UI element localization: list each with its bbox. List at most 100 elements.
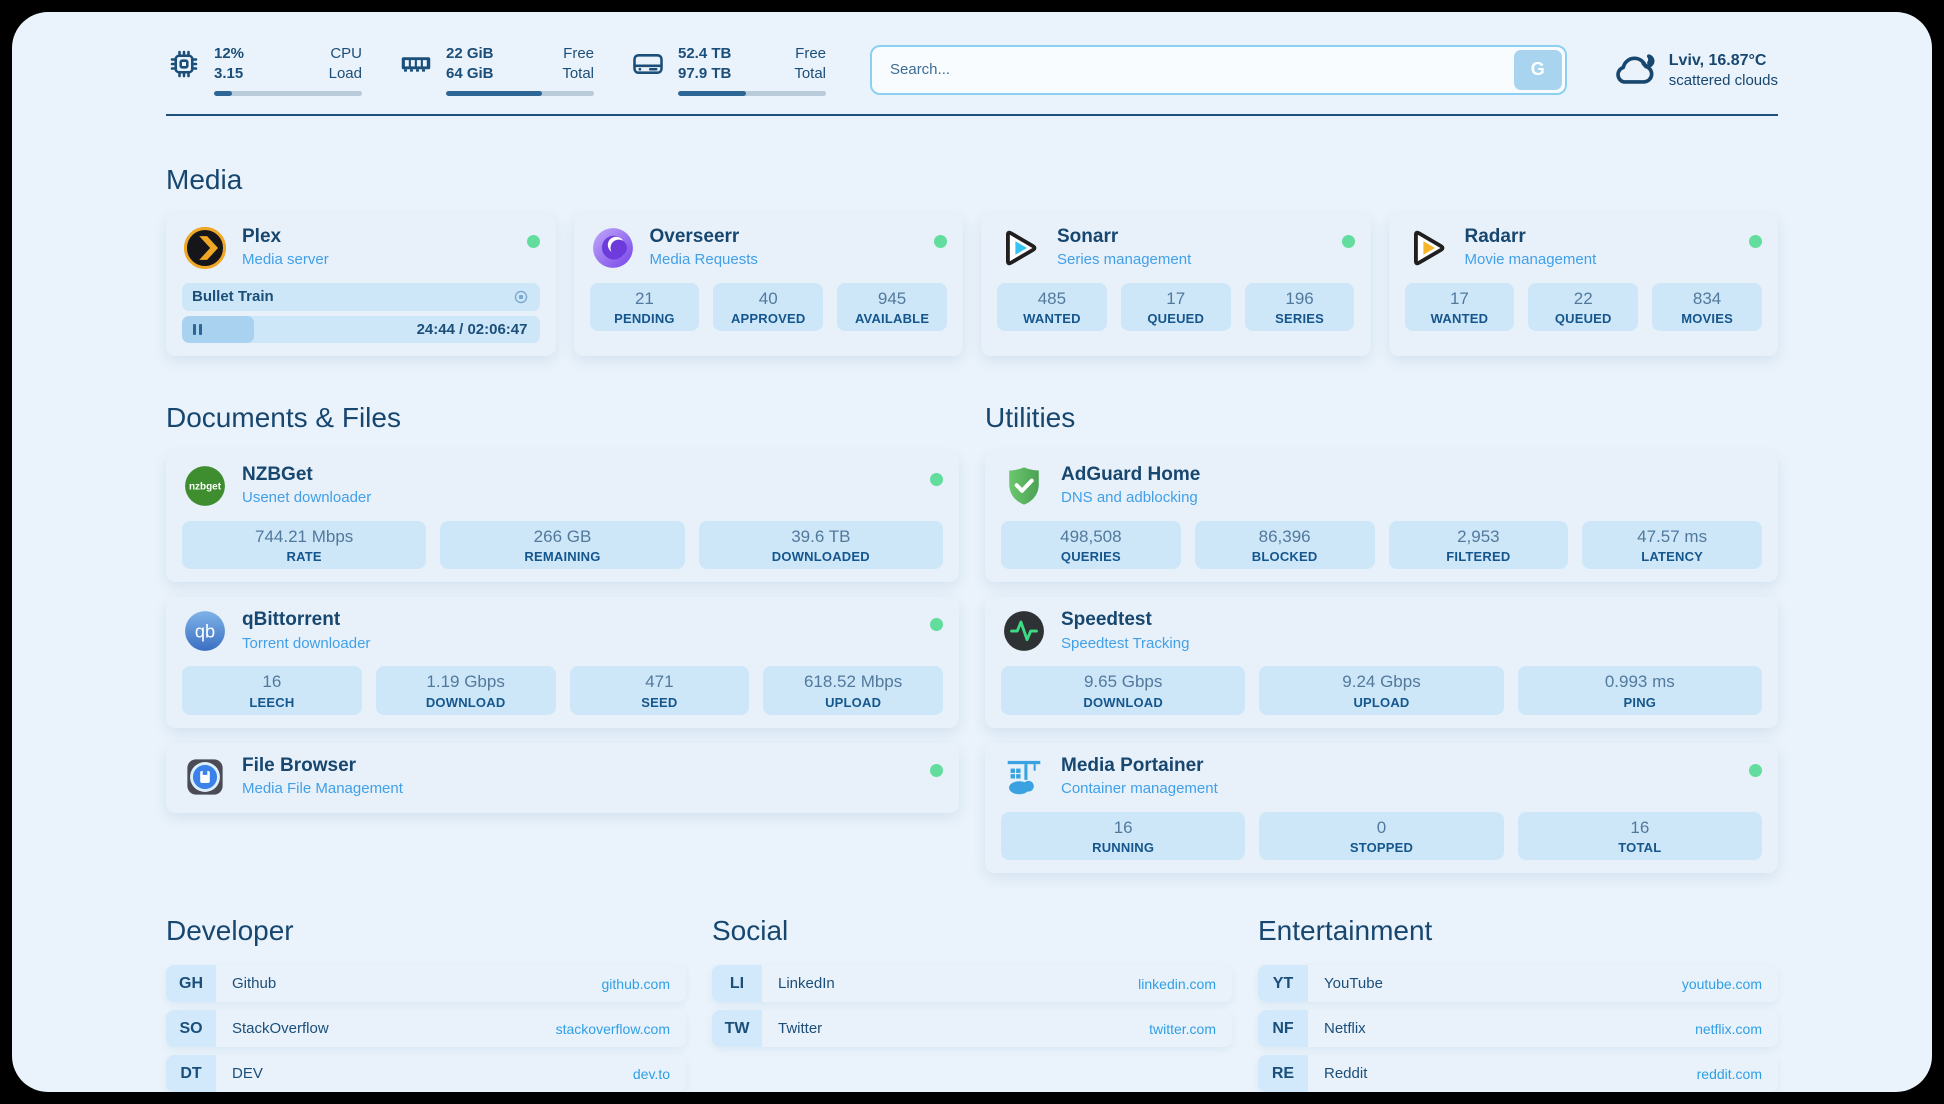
portainer-icon: [1007, 760, 1041, 794]
stat-tile: 266 GB REMAINING: [440, 520, 685, 570]
now-playing-title: Bullet Train: [192, 288, 274, 305]
stat-tile: 9.65 Gbps DOWNLOAD: [1001, 666, 1246, 715]
status-dot: [526, 234, 540, 248]
cpu-load-value: 3.15: [214, 65, 244, 83]
status-dot: [1749, 763, 1762, 777]
bookmark-dev[interactable]: DT DEV dev.to: [166, 1055, 686, 1092]
service-name: Media Portainer: [1061, 754, 1204, 776]
stat-tile: 618.52 Mbps UPLOAD: [763, 666, 943, 715]
service-card-overseerr[interactable]: Overseerr Media Requests 21 PENDING 40 A…: [573, 213, 963, 356]
service-subtitle: Torrent downloader: [242, 634, 371, 652]
stat-tile: 47.57 ms LATENCY: [1582, 520, 1762, 570]
service-subtitle: Media File Management: [242, 780, 403, 798]
section-title-developer: Developer: [166, 915, 294, 947]
session-view-icon[interactable]: [512, 288, 530, 306]
cpu-progress-bar: [214, 90, 362, 96]
status-dot: [930, 618, 943, 632]
cpu-widget: 12% 3.15 CPU Load: [166, 44, 362, 96]
section-title-entertainment: Entertainment: [1258, 915, 1433, 947]
bookmark-reddit[interactable]: RE Reddit reddit.com: [1258, 1055, 1778, 1092]
status-dot: [1341, 234, 1355, 248]
service-subtitle: Movie management: [1464, 251, 1597, 269]
disk-total-value: 97.9 TB: [678, 65, 732, 83]
stat-tile: 16 RUNNING: [1001, 811, 1246, 861]
stat-tile: 0.993 ms PING: [1517, 666, 1762, 715]
service-card-portainer[interactable]: Media Portainer Container management 16 …: [985, 742, 1778, 874]
cpu-usage-value: 12%: [214, 45, 245, 62]
service-card-sonarr[interactable]: Sonarr Series management 485 WANTED 17 Q…: [981, 213, 1371, 356]
status-dot: [930, 763, 943, 777]
service-subtitle: Speedtest Tracking: [1061, 634, 1190, 652]
disk-free-label: Free: [795, 45, 826, 62]
cpu-load-label: Load: [328, 65, 362, 83]
nzbget-icon: nzbget: [185, 465, 225, 506]
playback-time: 24:44 / 02:06:47: [416, 320, 528, 338]
speedtest-icon: [1004, 611, 1044, 651]
stat-tile: 40 APPROVED: [713, 282, 824, 332]
qbittorrent-icon: qb: [185, 611, 225, 651]
bookmark-group-entertainment: Entertainment YT YouTube youtube.com NF …: [1258, 915, 1778, 1092]
stat-tile: 744.21 Mbps RATE: [182, 520, 427, 570]
memory-icon: [401, 57, 431, 72]
service-subtitle: Media Requests: [649, 251, 758, 269]
service-subtitle: Media server: [242, 251, 329, 269]
memory-progress-bar: [446, 90, 594, 96]
weather-location-temp: Lviv, 16.87°C: [1668, 52, 1767, 70]
service-card-plex[interactable]: Plex Media server Bullet Train: [166, 213, 556, 356]
service-subtitle: DNS and adblocking: [1061, 489, 1198, 507]
service-name: AdGuard Home: [1061, 463, 1201, 485]
svg-text:nzbget: nzbget: [189, 481, 222, 492]
cpu-icon: [170, 50, 198, 78]
status-dot: [930, 472, 943, 486]
radarr-icon: [1413, 230, 1444, 265]
bookmark-twitter[interactable]: TW Twitter twitter.com: [712, 1010, 1232, 1048]
cloud-icon: [1616, 54, 1655, 84]
bookmark-stackoverflow[interactable]: SO StackOverflow stackoverflow.com: [166, 1010, 686, 1048]
resource-widgets: 12% 3.15 CPU Load: [166, 44, 826, 96]
service-subtitle: Series management: [1057, 251, 1192, 269]
bookmark-group-social: Social LI LinkedIn linkedin.com TW Twitt…: [712, 915, 1232, 1092]
search-bar: G: [870, 44, 1567, 95]
service-card-adguard[interactable]: AdGuard Home DNS and adblocking 498,508 …: [985, 451, 1778, 583]
service-card-speedtest[interactable]: Speedtest Speedtest Tracking 9.65 Gbps D…: [985, 597, 1778, 728]
service-name: Sonarr: [1057, 225, 1119, 247]
sonarr-icon: [1006, 230, 1037, 265]
stat-tile: 485 WANTED: [997, 282, 1107, 332]
service-name: NZBGet: [242, 463, 313, 485]
service-card-filebrowser[interactable]: File Browser Media File Management: [166, 742, 959, 813]
service-name: Overseerr: [649, 225, 740, 247]
stat-tile: 471 SEED: [569, 666, 750, 715]
search-input[interactable]: [888, 60, 1565, 80]
memory-widget: 22 GiB 64 GiB Free Total: [398, 44, 594, 96]
stat-tile: 86,396 BLOCKED: [1194, 520, 1375, 570]
cpu-usage-label: CPU: [330, 45, 362, 62]
svg-text:qb: qb: [195, 622, 215, 642]
stat-tile: 9.24 Gbps UPLOAD: [1259, 666, 1504, 715]
service-subtitle: Container management: [1061, 780, 1218, 798]
search-provider-button[interactable]: G: [1513, 49, 1562, 90]
adguard-icon: [1009, 466, 1039, 505]
stat-tile: 17 WANTED: [1404, 282, 1515, 332]
memory-free-label: Free: [563, 45, 594, 62]
service-card-qbittorrent[interactable]: qb qBittorrent Torrent downloader 16: [166, 597, 959, 728]
stat-tile: 196 SERIES: [1244, 282, 1355, 332]
stat-tile: 945 AVAILABLE: [837, 282, 947, 332]
bookmark-linkedin[interactable]: LI LinkedIn linkedin.com: [712, 965, 1232, 1003]
bookmark-youtube[interactable]: YT YouTube youtube.com: [1258, 965, 1778, 1003]
plex-icon: [183, 226, 227, 269]
bookmark-github[interactable]: GH Github github.com: [166, 965, 686, 1003]
disk-progress-bar: [678, 90, 826, 96]
service-card-radarr[interactable]: Radarr Movie management 17 WANTED 22 QUE…: [1388, 213, 1778, 356]
pause-icon[interactable]: [193, 323, 202, 335]
now-playing: Bullet Train 24:44 / 02:06:47: [182, 282, 540, 343]
stat-tile: 17 QUEUED: [1120, 282, 1231, 332]
stat-tile: 1.19 Gbps DOWNLOAD: [375, 666, 556, 715]
bookmark-netflix[interactable]: NF Netflix netflix.com: [1258, 1010, 1778, 1048]
service-card-nzbget[interactable]: nzbget NZBGet Usenet downloader 744.21 M…: [166, 451, 959, 583]
service-name: Plex: [242, 225, 282, 247]
status-dot: [934, 234, 947, 248]
service-name: qBittorrent: [242, 609, 341, 631]
media-grid: Plex Media server Bullet Train: [166, 213, 1778, 356]
weather-condition: scattered clouds: [1668, 72, 1778, 90]
stat-tile: 498,508 QUERIES: [1001, 520, 1181, 570]
